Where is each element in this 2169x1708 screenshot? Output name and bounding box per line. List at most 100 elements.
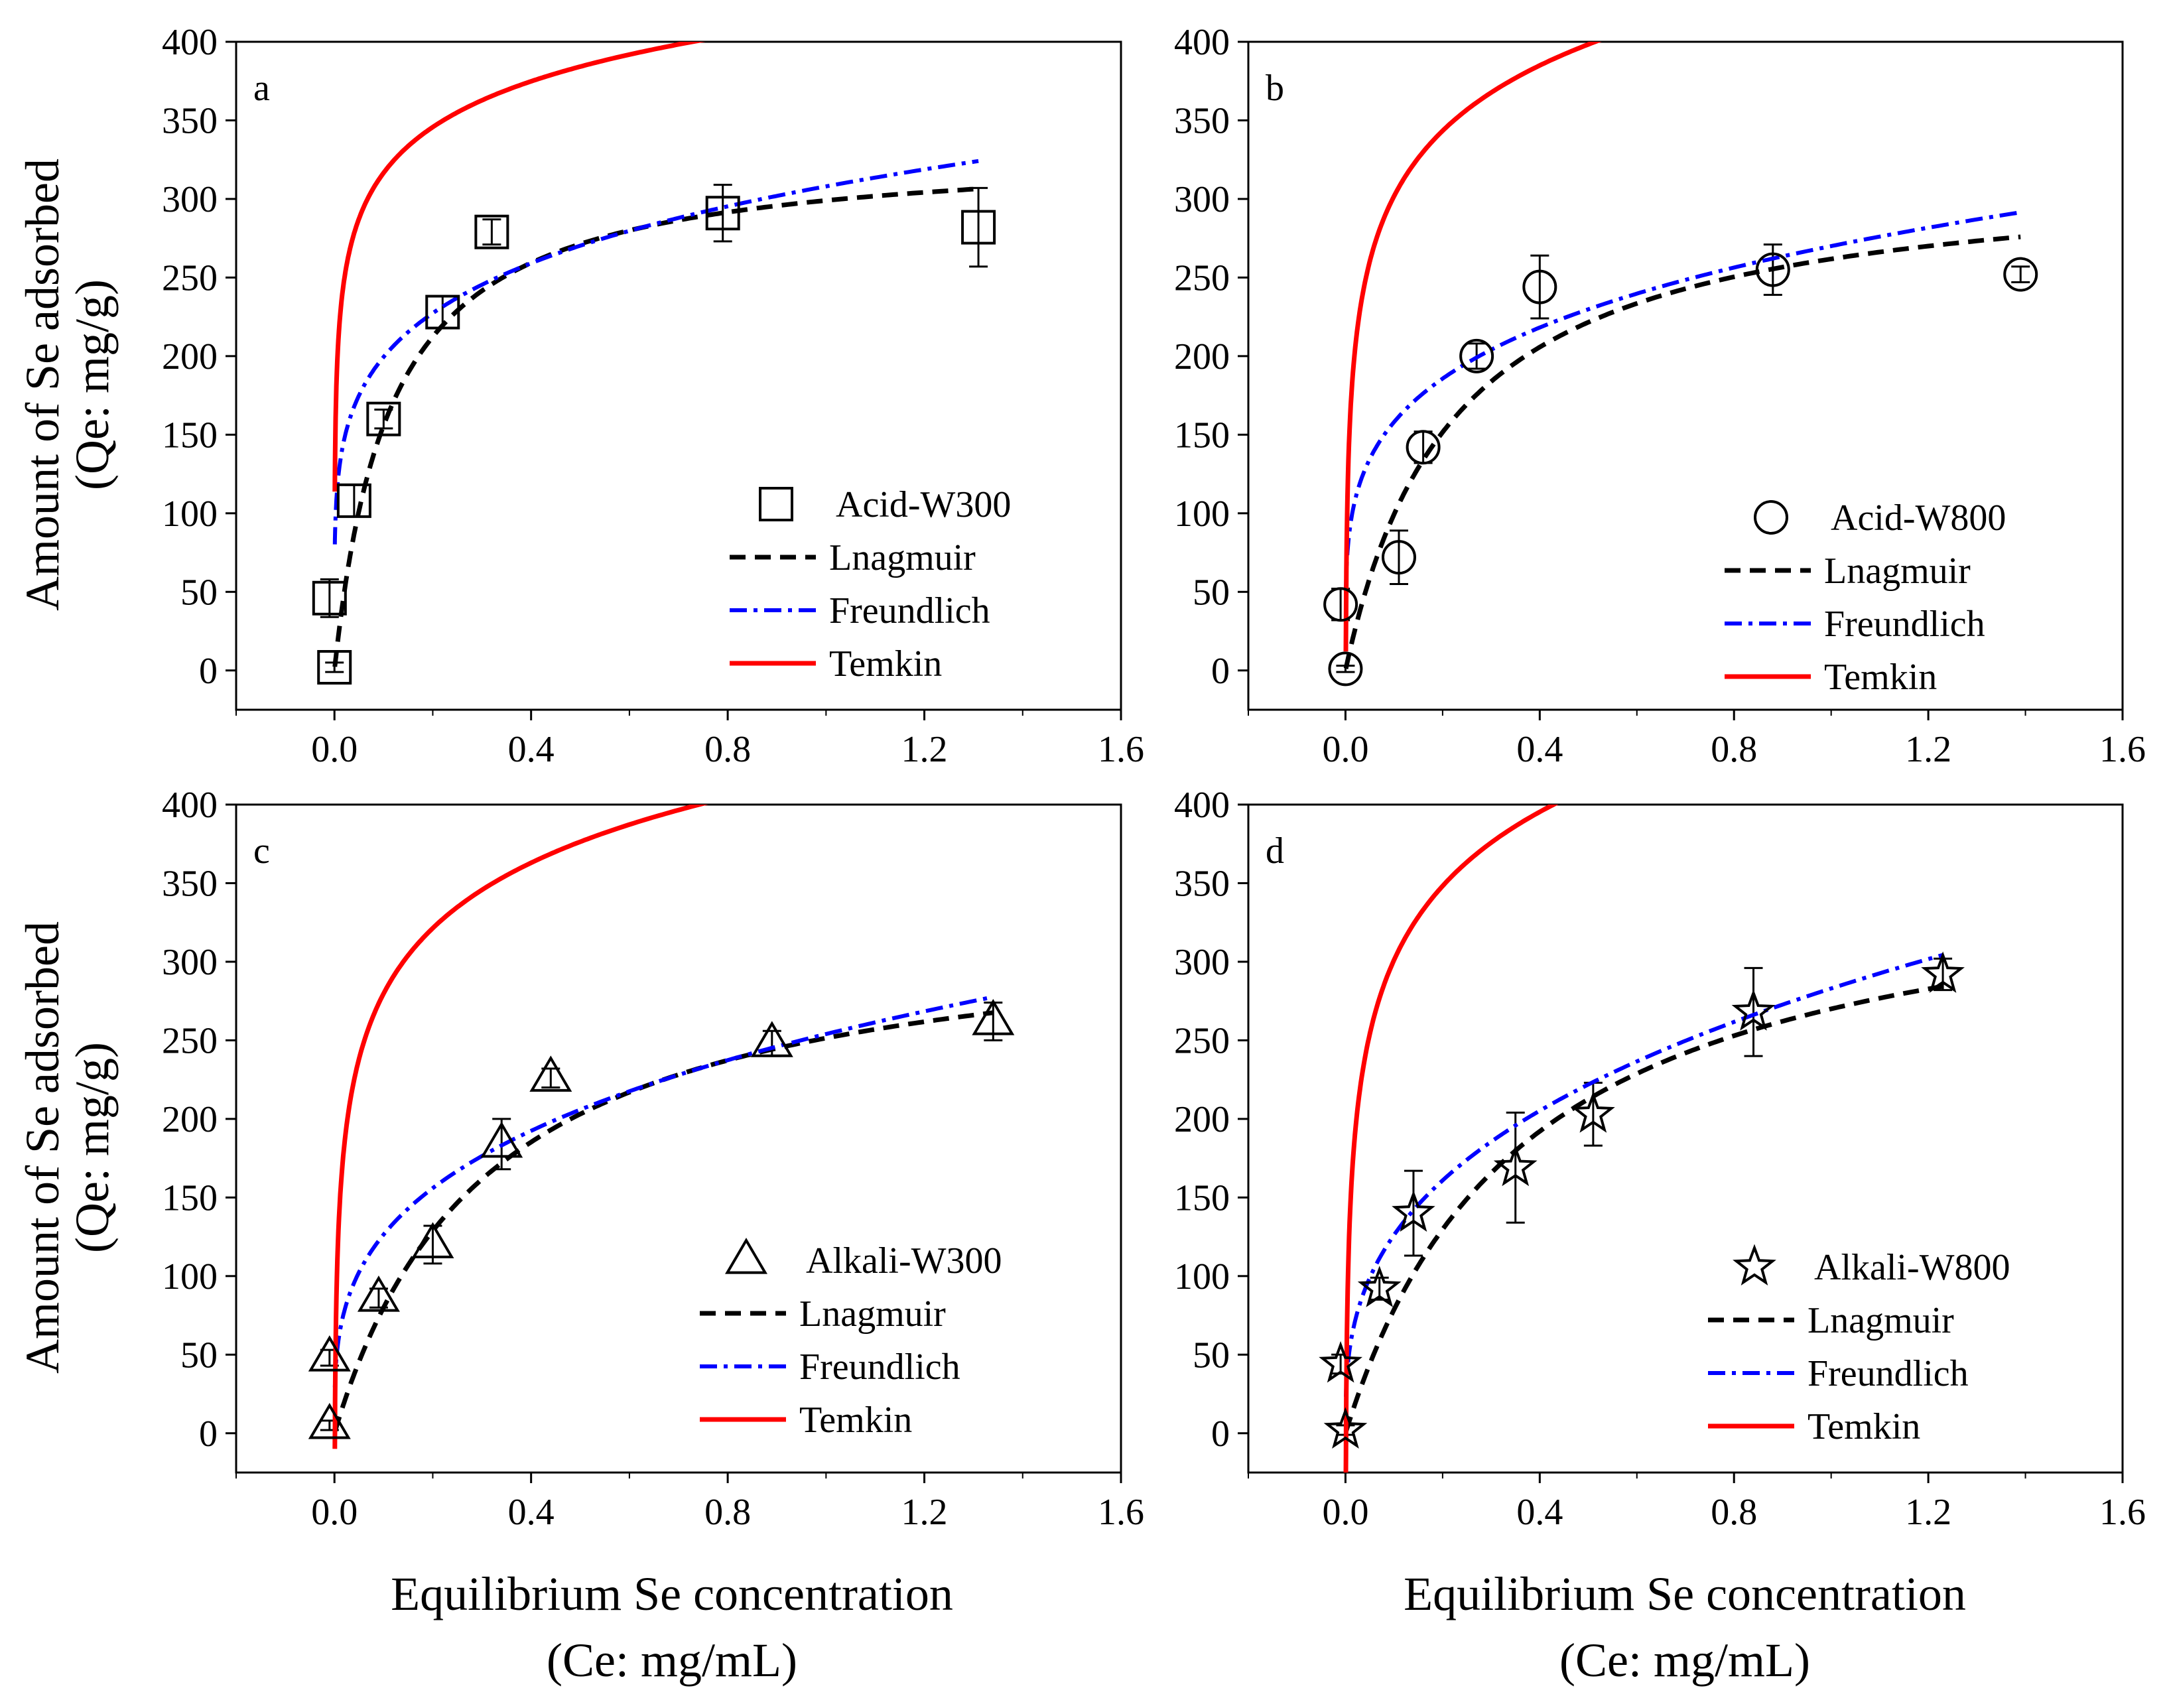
x-tick-label: 1.2 xyxy=(901,1492,948,1533)
freundlich-fit-line xyxy=(1344,210,2021,590)
y-axis-title-top-line2: (Qe: mg/g) xyxy=(66,279,119,490)
x-tick-label: 1.2 xyxy=(1905,729,1951,770)
data-point xyxy=(2003,257,2038,292)
temkin-fit-line xyxy=(1343,42,1602,652)
legend-label: Acid-W800 xyxy=(1831,497,2006,539)
x-tick-label: 0.4 xyxy=(1516,729,1563,770)
y-tick-label: 300 xyxy=(162,942,218,983)
y-tick-label: 100 xyxy=(162,493,218,535)
x-tick-label: 0.0 xyxy=(1322,1492,1368,1533)
x-tick-label: 0.4 xyxy=(508,1492,555,1533)
data-point xyxy=(1921,951,1965,993)
x-axis-title-right-line2: (Ce: mg/mL) xyxy=(1559,1634,1810,1687)
legend-label: Acid-W300 xyxy=(836,484,1011,525)
data-point xyxy=(1319,1341,1362,1383)
legend-label: Freundlich xyxy=(829,590,990,631)
x-axis-title-left-line2: (Ce: mg/mL) xyxy=(547,1634,797,1687)
legend-label: Temkin xyxy=(799,1400,912,1441)
data-point xyxy=(1328,651,1363,687)
data-point xyxy=(961,210,996,245)
panel-letter: a xyxy=(253,68,270,109)
legend-marker xyxy=(725,1238,767,1274)
data-point xyxy=(366,401,401,436)
legend-label: Alkali-W800 xyxy=(1814,1247,2010,1288)
y-tick-label: 400 xyxy=(1174,22,1230,63)
y-tick-label: 200 xyxy=(1174,1099,1230,1140)
legend-marker xyxy=(759,487,793,521)
y-tick-label: 150 xyxy=(1174,415,1230,456)
legend-label: Freundlich xyxy=(1807,1353,1969,1394)
data-point xyxy=(750,1021,793,1057)
data-point xyxy=(1522,269,1557,304)
plot-frame xyxy=(1247,803,2124,1474)
data-point xyxy=(411,1222,454,1259)
data-point xyxy=(529,1055,572,1092)
temkin-fit-line xyxy=(332,42,706,492)
data-point xyxy=(308,1335,351,1372)
y-tick-label: 200 xyxy=(162,336,218,377)
temkin-fit-line xyxy=(1343,805,1559,1473)
y-tick-label: 250 xyxy=(162,1020,218,1061)
y-tick-label: 100 xyxy=(1174,1256,1230,1297)
data-point xyxy=(705,196,740,231)
y-tick-label: 50 xyxy=(1193,1335,1230,1376)
panel-letter: c xyxy=(253,830,270,872)
data-point xyxy=(1406,430,1441,465)
plot-frame xyxy=(235,803,1122,1474)
legend-label: Freundlich xyxy=(799,1347,960,1388)
y-tick-label: 350 xyxy=(162,100,218,141)
x-tick-label: 1.2 xyxy=(901,729,948,770)
panel-letter: d xyxy=(1266,830,1284,872)
y-tick-label: 50 xyxy=(1193,572,1230,613)
y-tick-label: 350 xyxy=(1174,100,1230,141)
legend-label: Freundlich xyxy=(1824,604,1985,645)
data-point xyxy=(1459,338,1494,373)
y-tick-label: 0 xyxy=(199,1413,218,1455)
y-tick-label: 0 xyxy=(1211,1413,1230,1455)
x-tick-label: 1.6 xyxy=(2099,1492,2146,1533)
x-tick-label: 1.6 xyxy=(2099,729,2146,770)
data-point xyxy=(317,650,352,685)
legend-label: Lnagmuir xyxy=(829,537,976,578)
freundlich-fit-line xyxy=(1344,953,1943,1397)
y-tick-label: 0 xyxy=(199,651,218,692)
legend-label: Alkali-W300 xyxy=(806,1240,1002,1281)
x-tick-label: 1.6 xyxy=(1098,1492,1144,1533)
x-axis-title-right-line1: Equilibrium Se concentration xyxy=(1404,1567,1966,1620)
legend-label: Temkin xyxy=(1824,657,1937,698)
x-tick-label: 0.8 xyxy=(704,729,751,770)
data-point xyxy=(1571,1091,1615,1133)
legend-label: Temkin xyxy=(1807,1406,1920,1447)
plot-frame xyxy=(1247,40,2124,711)
x-tick-label: 0.0 xyxy=(311,1492,358,1533)
x-tick-label: 1.6 xyxy=(1098,729,1144,770)
y-axis-title-bottom-line2: (Qe: mg/g) xyxy=(66,1042,119,1253)
langmuir-fit-line xyxy=(332,1010,994,1433)
legend-label: Lnagmuir xyxy=(1824,551,1971,592)
legend-label: Lnagmuir xyxy=(799,1293,946,1335)
x-tick-label: 0.0 xyxy=(311,729,358,770)
y-tick-label: 250 xyxy=(1174,1020,1230,1061)
y-axis-title-top-line1: Amount of Se adsorbed xyxy=(16,159,69,611)
panel-a: 0 50 100 150 200 250 300 350 400 0.0 0.4 0.8 1.2 1.6 a… xyxy=(162,22,1144,770)
y-tick-label: 0 xyxy=(1211,651,1230,692)
data-point xyxy=(1731,989,1776,1031)
panel-c: 0 50 100 150 200 250 300 350 400 0.0 0.4 0.8 1.2 1.6 c… xyxy=(162,785,1144,1533)
x-axis-title-left-line1: Equilibrium Se concentration xyxy=(391,1567,953,1620)
x-tick-label: 0.8 xyxy=(1711,1492,1757,1533)
y-tick-label: 400 xyxy=(162,785,218,826)
y-tick-label: 300 xyxy=(1174,179,1230,220)
y-tick-label: 150 xyxy=(1174,1177,1230,1218)
y-tick-label: 350 xyxy=(162,863,218,904)
y-tick-label: 100 xyxy=(162,1256,218,1297)
y-axis-title-bottom-line1: Amount of Se adsorbed xyxy=(16,921,69,1374)
data-point xyxy=(312,580,347,616)
x-tick-label: 0.8 xyxy=(1711,729,1757,770)
y-tick-label: 100 xyxy=(1174,493,1230,535)
x-tick-label: 0.0 xyxy=(1322,729,1368,770)
x-tick-label: 1.2 xyxy=(1905,1492,1951,1533)
freundlich-fit-line xyxy=(332,995,994,1388)
panel-letter: b xyxy=(1266,68,1284,109)
data-point xyxy=(1357,1266,1402,1307)
